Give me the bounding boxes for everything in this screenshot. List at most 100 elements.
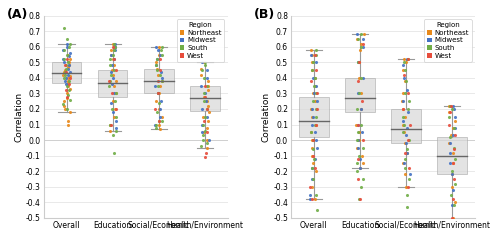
Point: [109, 53, 117, 56]
Point: [446, 104, 454, 108]
Point: [450, 126, 458, 129]
Point: [154, 110, 162, 114]
Bar: [98, 70, 128, 97]
Point: [448, 232, 456, 235]
Point: [356, 48, 364, 52]
Point: [447, 104, 455, 108]
Point: [406, 172, 413, 176]
Point: [106, 64, 114, 67]
Point: [154, 84, 162, 88]
Point: [66, 74, 74, 78]
Legend: Northeast, Midwest, South, West: Northeast, Midwest, South, West: [424, 19, 472, 62]
Point: [354, 32, 362, 36]
Point: [446, 141, 454, 145]
Point: [308, 130, 316, 134]
Point: [60, 73, 68, 77]
Point: [402, 185, 410, 189]
Point: [358, 162, 366, 165]
Point: [110, 115, 118, 119]
Text: (A): (A): [6, 8, 28, 20]
Point: [354, 92, 362, 95]
Point: [401, 141, 409, 145]
Point: [445, 110, 453, 114]
Point: [308, 60, 316, 64]
Point: [62, 89, 70, 92]
Point: [356, 157, 364, 161]
Point: [158, 76, 166, 80]
Point: [65, 89, 73, 92]
Point: [308, 146, 316, 150]
Point: [354, 60, 362, 64]
Point: [312, 115, 320, 119]
Point: [197, 73, 205, 77]
Point: [154, 53, 162, 56]
Point: [358, 154, 366, 158]
Point: [64, 119, 72, 123]
Point: [158, 53, 166, 56]
Point: [152, 123, 160, 126]
Point: [200, 60, 208, 64]
Point: [313, 107, 321, 111]
Point: [400, 123, 407, 126]
Point: [308, 123, 316, 126]
Point: [404, 92, 412, 95]
Point: [107, 123, 115, 126]
Point: [358, 45, 366, 49]
Point: [106, 123, 114, 126]
Point: [60, 26, 68, 30]
Point: [156, 127, 164, 131]
Point: [400, 68, 408, 72]
Point: [309, 92, 317, 95]
Bar: [299, 97, 328, 137]
Bar: [392, 109, 421, 143]
Point: [60, 99, 68, 103]
Point: [356, 154, 364, 158]
Point: [158, 45, 166, 49]
Point: [356, 107, 364, 111]
Point: [107, 101, 115, 105]
Point: [154, 57, 162, 61]
Point: [308, 68, 316, 72]
Point: [156, 68, 164, 72]
Point: [308, 68, 316, 72]
Point: [402, 92, 409, 95]
Point: [310, 92, 318, 95]
Point: [308, 115, 316, 119]
Point: [66, 70, 74, 74]
Point: [309, 162, 317, 165]
Point: [111, 45, 119, 49]
Point: [154, 92, 162, 95]
Point: [64, 73, 72, 77]
Point: [353, 162, 361, 165]
Point: [308, 197, 316, 201]
Point: [66, 57, 74, 61]
Point: [200, 92, 208, 95]
Point: [204, 84, 212, 88]
Point: [308, 166, 316, 170]
Point: [156, 53, 164, 56]
Point: [312, 123, 320, 126]
Point: [354, 37, 362, 41]
Point: [309, 99, 317, 103]
Point: [200, 95, 208, 99]
Point: [64, 84, 72, 88]
Point: [404, 185, 411, 189]
Point: [308, 76, 316, 80]
Point: [203, 138, 211, 142]
Bar: [144, 69, 174, 94]
Point: [312, 92, 320, 95]
Point: [204, 107, 212, 111]
Point: [448, 216, 456, 220]
Point: [446, 141, 454, 145]
Point: [65, 54, 73, 58]
Point: [203, 68, 211, 72]
Point: [62, 95, 70, 99]
Point: [399, 107, 407, 111]
Point: [64, 107, 72, 111]
Point: [154, 48, 162, 52]
Point: [354, 123, 362, 126]
Point: [106, 129, 114, 133]
Point: [308, 177, 316, 181]
Point: [60, 102, 68, 106]
Point: [452, 200, 460, 204]
